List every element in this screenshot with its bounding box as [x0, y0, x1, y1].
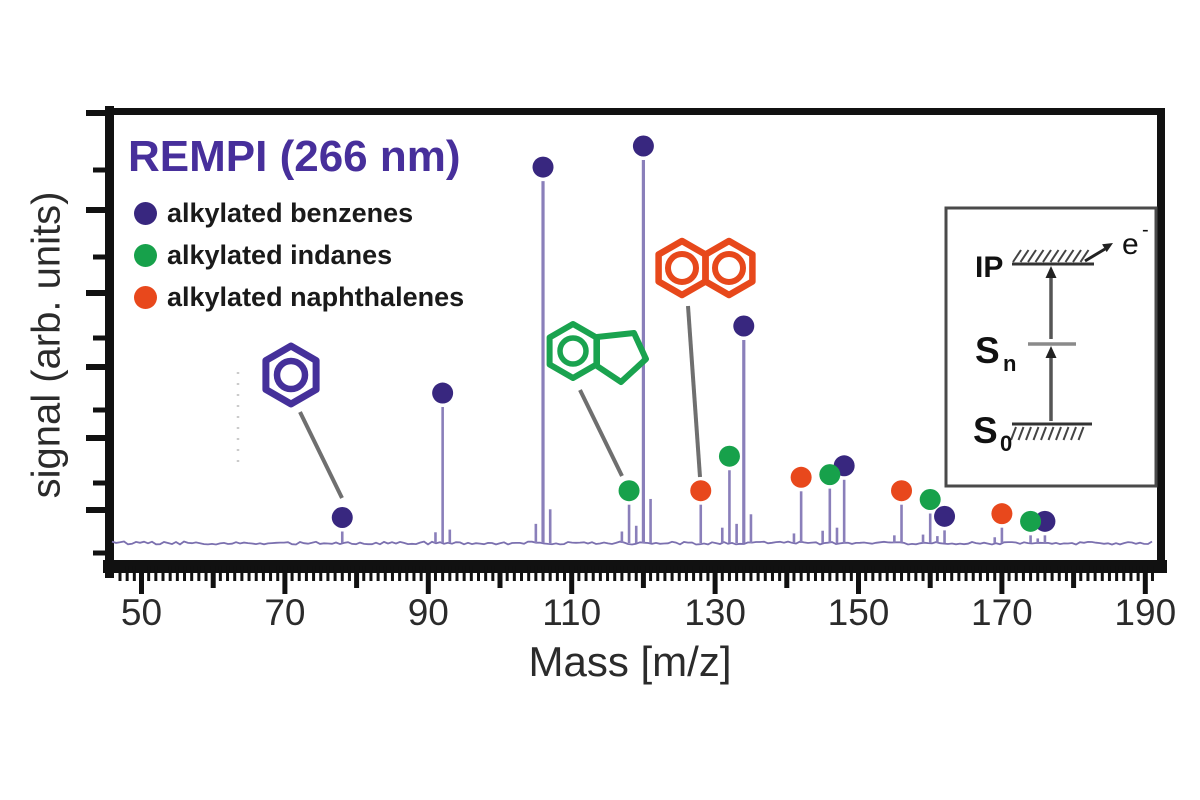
- x-axis-label: Mass [m/z]: [528, 638, 732, 685]
- marker-alkylated-naphthalenes-mz-142: [790, 466, 812, 488]
- marker-alkylated-indanes-mz-146: [819, 464, 841, 486]
- benzene-structure-icon: [262, 342, 320, 408]
- marker-alkylated-naphthalenes-mz-128: [690, 480, 712, 502]
- peaks: [340, 160, 1047, 543]
- naphthalenes-marker-icon: [134, 285, 157, 309]
- x-tick-label: 50: [121, 592, 162, 633]
- structure-annotations: [262, 237, 756, 408]
- legend-label: alkylated indanes: [167, 239, 393, 270]
- electron-charge: -: [1142, 219, 1149, 241]
- x-ticks: [118, 566, 1154, 594]
- legend-item-indanes: alkylated indanes: [134, 234, 464, 276]
- indane-structure-icon: [546, 321, 649, 385]
- y-ticks: [86, 110, 110, 556]
- rempi-scheme-inset: IPS nS 0e -: [944, 206, 1158, 488]
- electron-label: e: [1122, 228, 1139, 261]
- indane-leader-line: [578, 389, 624, 477]
- x-tick-label: 70: [264, 592, 305, 633]
- marker-alkylated-naphthalenes-mz-170: [991, 503, 1013, 525]
- marker-alkylated-naphthalenes-mz-156: [891, 480, 913, 502]
- ip-label: IP: [975, 251, 1003, 284]
- marker-alkylated-benzenes-mz-162: [934, 505, 956, 527]
- legend-label: alkylated naphthalenes: [167, 281, 465, 312]
- x-tick-label: 190: [1114, 592, 1176, 633]
- marker-alkylated-benzenes-mz-78: [331, 507, 353, 529]
- marker-alkylated-indanes-mz-132: [718, 445, 740, 467]
- naphthalene-structure-icon: [655, 237, 756, 299]
- indanes-marker-icon: [134, 243, 157, 267]
- naphthalene-leader-line: [686, 305, 702, 478]
- marker-alkylated-benzenes-mz-106: [532, 156, 554, 178]
- series-markers: [331, 135, 1056, 532]
- x-tick-label: 130: [684, 592, 746, 633]
- marker-alkylated-benzenes-mz-120: [632, 135, 654, 157]
- baseline-trace: [111, 540, 1153, 546]
- benzene-leader-line: [298, 411, 344, 499]
- marker-alkylated-benzenes-mz-134: [733, 315, 755, 337]
- x-tick-label: 170: [971, 592, 1033, 633]
- legend-item-naphthalenes: alkylated naphthalenes: [134, 276, 464, 318]
- sn-label: S: [975, 330, 1000, 371]
- s0-subscript: 0: [1000, 431, 1012, 456]
- x-tick-label: 150: [828, 592, 890, 633]
- chart-title: REMPI (266 nm): [128, 132, 461, 181]
- benzenes-marker-icon: [134, 201, 157, 225]
- marker-alkylated-indanes-mz-160: [919, 489, 941, 511]
- x-tick-label: 90: [408, 592, 449, 633]
- sn-subscript: n: [1003, 351, 1016, 376]
- leader-lines: [236, 305, 702, 499]
- legend-label: alkylated benzenes: [167, 197, 414, 228]
- s0-label: S: [973, 410, 998, 451]
- legend-item-benzenes: alkylated benzenes: [134, 192, 464, 234]
- x-tick-labels: 50 70 90 110 130 150 170 190: [121, 592, 1176, 633]
- electron-arrow: [1084, 247, 1106, 263]
- marker-alkylated-benzenes-mz-92: [432, 382, 454, 404]
- marker-alkylated-indanes-mz-174: [1020, 510, 1042, 532]
- marker-alkylated-indanes-mz-118: [618, 480, 640, 502]
- legend: alkylated benzenes alkylated indanes alkyl…: [134, 192, 464, 318]
- x-tick-label: 110: [542, 592, 601, 633]
